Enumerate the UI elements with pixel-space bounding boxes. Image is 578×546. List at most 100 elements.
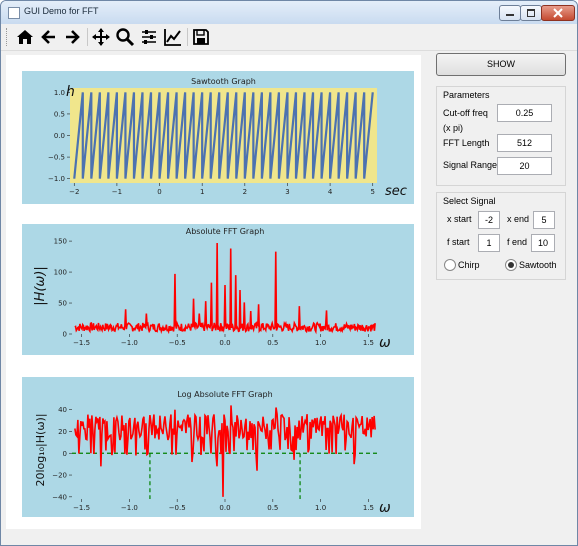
y-tick-label: −40 [52, 493, 67, 501]
navigation-toolbar [1, 24, 577, 51]
y-tick-label: −20 [52, 472, 67, 480]
parameters-title: Parameters [443, 90, 490, 100]
chart-title: Log Absolute FFT Graph [177, 390, 272, 399]
select-signal-title: Select Signal [443, 196, 496, 206]
sawtooth-chart: Sawtooth Graph −2 −1 0 1 2 3 4 5 1.0 0.5 0.0 −0.5 −1.… [48, 77, 407, 199]
log-fft-chart: Log Absolute FFT Graph −1.5 −1.0 −0.5 0.0 0.5… [34, 390, 391, 516]
y-axis-label: 20log₁₀|H(ω)| [34, 413, 47, 486]
signal-range-label: Signal Range [443, 160, 498, 170]
signal-range-input[interactable]: 20 [497, 157, 552, 175]
fft-panel: Absolute FFT Graph −1.5 −1.0 −0.5 0.0 0.5 1.0 1… [22, 224, 414, 355]
close-button[interactable] [541, 5, 575, 21]
cutoff-freq-input[interactable]: 0.25 [497, 104, 552, 122]
y-axis-label: h [66, 84, 75, 100]
x-tick-label: −1.0 [121, 504, 138, 512]
y-tick-label: 1.0 [54, 89, 65, 97]
f-start-input[interactable]: 1 [478, 234, 500, 252]
maximize-button[interactable] [520, 5, 542, 21]
chirp-radio[interactable] [444, 259, 456, 271]
close-icon [553, 8, 563, 18]
x-start-input[interactable]: -2 [478, 211, 500, 229]
zoom-icon [116, 28, 135, 47]
show-button[interactable]: SHOW [436, 53, 566, 76]
window-title: GUI Demo for FFT [24, 6, 99, 16]
fft-chart: Absolute FFT Graph −1.5 −1.0 −0.5 0.0 0.5 1.0 1… [33, 227, 391, 351]
y-tick-label: 40 [58, 406, 67, 414]
forward-button[interactable] [62, 27, 82, 47]
x-tick-label: 1.0 [315, 504, 326, 512]
y-tick-label: 0.0 [54, 132, 65, 140]
sawtooth-label: Sawtooth [519, 260, 557, 270]
select-signal-group: Select Signal x start -2 x end 5 f start… [436, 192, 566, 280]
x-tick-label: 0 [157, 188, 161, 196]
x-axis-label: ω [379, 500, 391, 516]
back-arrow-icon [41, 30, 55, 44]
x-tick-label: 0.0 [219, 339, 230, 347]
fft-length-input[interactable]: 512 [497, 134, 552, 152]
x-tick-label: −2 [69, 188, 79, 196]
f-end-input[interactable]: 10 [531, 234, 555, 252]
figure-canvas: Sawtooth Graph −2 −1 0 1 2 3 4 5 1.0 0.5 0.0 −0.5 −1.… [6, 55, 421, 529]
minimize-button[interactable] [499, 5, 521, 21]
f-start-label: f start [447, 237, 470, 247]
x-tick-label: 3 [285, 188, 289, 196]
y-tick-label: 100 [54, 269, 67, 277]
chart-title: Sawtooth Graph [191, 77, 256, 86]
x-tick-label: 1 [200, 188, 204, 196]
home-button[interactable] [15, 27, 35, 47]
log-fft-series [74, 405, 376, 497]
y-tick-label: −0.5 [48, 154, 65, 162]
x-tick-label: −0.5 [169, 504, 186, 512]
y-tick-label: 0.5 [54, 110, 65, 118]
sawtooth-series [73, 92, 374, 179]
save-button[interactable] [191, 27, 211, 47]
y-tick-label: 20 [58, 428, 67, 436]
y-tick-label: 0 [63, 450, 67, 458]
x-axis-label: ω [379, 335, 391, 351]
x-tick-label: −1.0 [121, 339, 138, 347]
sawtooth-panel: Sawtooth Graph −2 −1 0 1 2 3 4 5 1.0 0.5 0.0 −0.5 −1.… [22, 71, 414, 204]
x-tick-label: 1.5 [363, 504, 374, 512]
toolbar-separator [87, 28, 88, 46]
forward-arrow-icon [66, 30, 80, 44]
pan-icon [92, 28, 110, 46]
y-tick-label: −1.0 [48, 175, 65, 183]
fft-length-label: FFT Length [443, 138, 490, 148]
save-icon [193, 29, 209, 45]
chirp-label: Chirp [458, 260, 480, 270]
sawtooth-radio[interactable] [505, 259, 517, 271]
configure-subplots-icon [142, 30, 156, 44]
log-fft-panel: Log Absolute FFT Graph −1.5 −1.0 −0.5 0.0 0.5… [22, 377, 414, 517]
x-start-label: x start [447, 214, 472, 224]
pan-button[interactable] [91, 27, 111, 47]
cutoff-sub-label: (x pi) [443, 123, 463, 133]
x-tick-label: 1.0 [315, 339, 326, 347]
y-axis-label: |H(ω)| [33, 266, 48, 306]
x-tick-label: 1.5 [363, 339, 374, 347]
zoom-button[interactable] [115, 27, 135, 47]
minimize-icon [506, 14, 514, 16]
x-tick-label: 4 [328, 188, 333, 196]
parameters-group: Parameters Cut-off freq (x pi) 0.25 FFT … [436, 86, 566, 186]
back-button[interactable] [39, 27, 59, 47]
x-axis-label: sec [385, 184, 407, 199]
x-tick-label: 0.5 [267, 339, 278, 347]
maximize-icon [527, 9, 535, 17]
x-tick-label: −1.5 [73, 339, 90, 347]
configure-subplots-button[interactable] [139, 27, 159, 47]
x-tick-label: −1.5 [73, 504, 90, 512]
toolbar-grip[interactable] [6, 28, 10, 46]
edit-axis-button[interactable] [163, 27, 183, 47]
x-tick-label: −1 [112, 188, 122, 196]
x-end-input[interactable]: 5 [533, 211, 555, 229]
chart-title: Absolute FFT Graph [186, 227, 265, 236]
y-tick-label: 50 [58, 300, 67, 308]
y-tick-label: 0 [63, 331, 67, 339]
edit-axis-icon [164, 29, 181, 46]
x-tick-label: 2 [243, 188, 247, 196]
y-tick-label: 150 [54, 238, 67, 246]
cutoff-label: Cut-off freq [443, 108, 488, 118]
x-tick-label: −0.5 [169, 339, 186, 347]
f-end-label: f end [507, 237, 528, 247]
